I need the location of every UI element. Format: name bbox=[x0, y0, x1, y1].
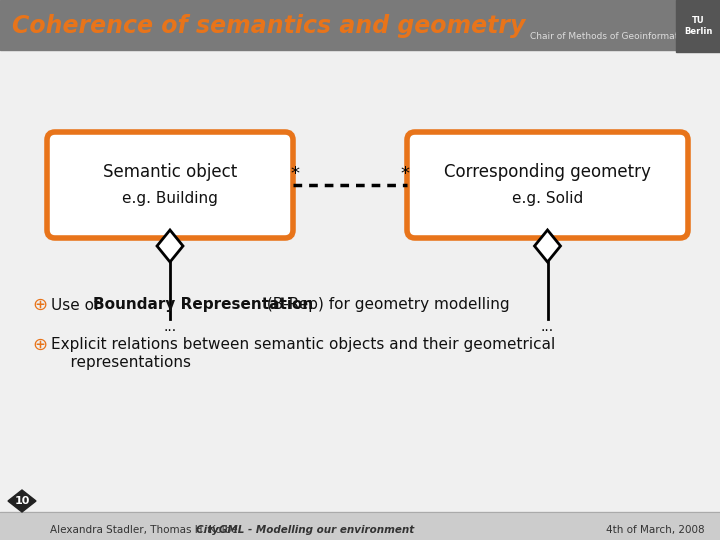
Bar bbox=[676, 0, 720, 52]
Bar bbox=[0, 0, 720, 50]
Text: ⊕: ⊕ bbox=[32, 296, 47, 314]
Bar bbox=[0, 512, 720, 540]
Text: Semantic object: Semantic object bbox=[103, 163, 237, 181]
Text: representations: representations bbox=[51, 355, 191, 370]
Text: ...: ... bbox=[541, 320, 554, 334]
Text: e.g. Building: e.g. Building bbox=[122, 191, 218, 206]
Text: Explicit relations between semantic objects and their geometrical: Explicit relations between semantic obje… bbox=[51, 338, 555, 353]
Text: Boundary Representation: Boundary Representation bbox=[93, 298, 313, 313]
Text: (B-Rep) for geometry modelling: (B-Rep) for geometry modelling bbox=[262, 298, 510, 313]
Text: Corresponding geometry: Corresponding geometry bbox=[444, 163, 651, 181]
Text: Alexandra Stadler, Thomas H. Kolbe:: Alexandra Stadler, Thomas H. Kolbe: bbox=[50, 525, 248, 535]
Text: ...: ... bbox=[163, 320, 176, 334]
Polygon shape bbox=[157, 230, 183, 262]
FancyBboxPatch shape bbox=[47, 132, 293, 238]
Text: Use of: Use of bbox=[51, 298, 104, 313]
Polygon shape bbox=[534, 230, 560, 262]
Text: *: * bbox=[290, 165, 300, 183]
Text: Chair of Methods of Geoinformation Science: Chair of Methods of Geoinformation Scien… bbox=[530, 32, 720, 41]
Polygon shape bbox=[8, 490, 36, 512]
Text: TU
Berlin: TU Berlin bbox=[684, 16, 712, 36]
Text: e.g. Solid: e.g. Solid bbox=[512, 191, 583, 206]
Text: Coherence of semantics and geometry: Coherence of semantics and geometry bbox=[12, 14, 526, 38]
FancyBboxPatch shape bbox=[407, 132, 688, 238]
Text: *: * bbox=[400, 165, 410, 183]
Text: CityGML - Modelling our environment: CityGML - Modelling our environment bbox=[196, 525, 415, 535]
Text: 10: 10 bbox=[14, 496, 30, 506]
Text: ⊕: ⊕ bbox=[32, 336, 47, 354]
Text: 4th of March, 2008: 4th of March, 2008 bbox=[606, 525, 705, 535]
